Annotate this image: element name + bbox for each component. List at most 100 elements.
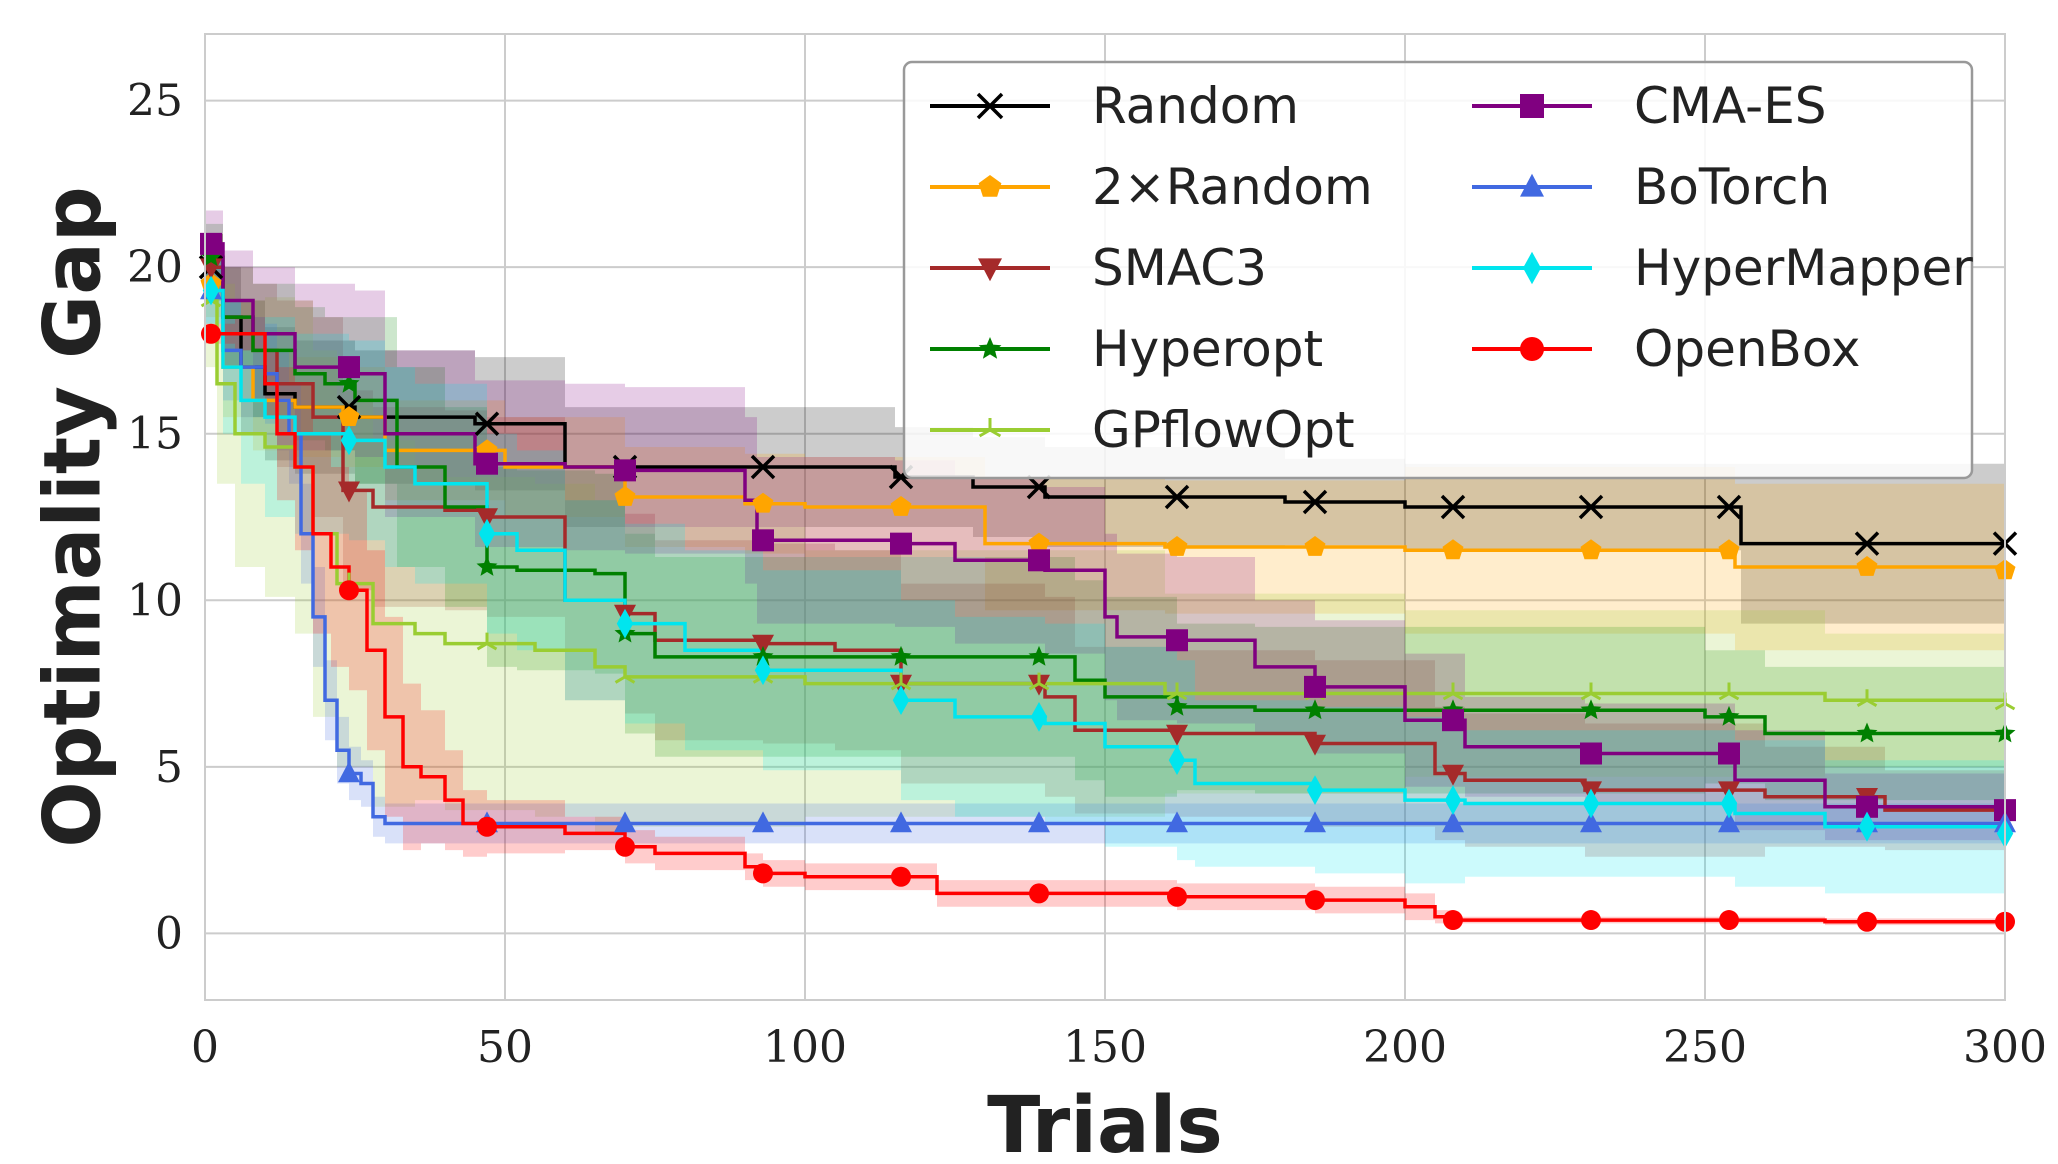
marker-gpflowopt xyxy=(1166,682,1188,701)
marker-botorch xyxy=(1166,811,1188,833)
legend-label: Hyperopt xyxy=(1092,320,1323,378)
x-tick-label: 250 xyxy=(1663,1022,1747,1073)
legend-label: HyperMapper xyxy=(1634,239,1973,297)
marker-hypermapper xyxy=(1444,785,1462,815)
marker-hypermapper xyxy=(478,518,496,549)
legend: Random 2×Random SMAC3 Hyperopt GPflowOpt CMA-… xyxy=(902,60,1974,480)
series-markers xyxy=(198,232,2018,932)
legend-label: 2×Random xyxy=(1092,158,1373,216)
marker-cma-es xyxy=(1442,709,1464,732)
marker-openbox xyxy=(339,580,359,601)
marker-hyperopt xyxy=(1856,722,1878,743)
marker-hyperopt xyxy=(1166,695,1188,716)
marker-cma-es xyxy=(1304,675,1326,698)
x-tick-label: 150 xyxy=(1063,1022,1147,1073)
y-tick-label: 0 xyxy=(155,908,183,959)
marker-openbox xyxy=(1857,911,1877,932)
marker-2-random xyxy=(1856,556,1878,576)
marker-openbox xyxy=(1719,910,1739,931)
band-cma-es xyxy=(205,210,2005,844)
y-tick-label: 5 xyxy=(155,742,183,793)
marker-hyperopt xyxy=(890,645,912,666)
y-tick-label: 20 xyxy=(127,242,183,293)
marker-random xyxy=(1026,474,1052,500)
marker-smac3 xyxy=(476,508,498,530)
marker-random xyxy=(1716,494,1742,520)
band-gpflowopt xyxy=(205,233,2005,834)
band-smac3 xyxy=(205,233,2005,857)
marker-cma-es xyxy=(338,356,360,379)
x-tick-label: 50 xyxy=(477,1022,533,1073)
marker-botorch xyxy=(1028,811,1050,833)
legend-item-openbox: OpenBox xyxy=(1472,320,1861,378)
legend-marker-openbox xyxy=(1520,337,1544,361)
marker-2-random xyxy=(890,496,912,516)
x-tick-label: 0 xyxy=(191,1022,219,1073)
marker-hyperopt xyxy=(1304,699,1326,720)
marker-openbox xyxy=(615,836,635,857)
marker-botorch xyxy=(614,811,636,833)
marker-gpflowopt xyxy=(1718,682,1740,701)
marker-smac3 xyxy=(752,634,774,656)
x-tick-label: 300 xyxy=(1963,1022,2047,1073)
marker-cma-es xyxy=(1718,742,1740,765)
legend-item-hypermapper: HyperMapper xyxy=(1472,239,1973,297)
marker-botorch xyxy=(1304,811,1326,833)
marker-hyperopt xyxy=(1718,705,1740,726)
marker-hypermapper xyxy=(1582,788,1600,819)
marker-hyperopt xyxy=(1028,645,1050,666)
marker-hyperopt xyxy=(476,556,498,576)
marker-random xyxy=(1302,489,1328,515)
legend-item-2-random: 2×Random xyxy=(930,158,1373,216)
legend-label: SMAC3 xyxy=(1092,239,1267,297)
marker-botorch xyxy=(752,811,774,833)
line-gpflowopt xyxy=(205,298,2007,704)
marker-2-random xyxy=(1304,536,1326,556)
marker-botorch xyxy=(1718,811,1740,833)
marker-cma-es xyxy=(614,459,636,482)
marker-smac3 xyxy=(1304,734,1326,756)
marker-hypermapper xyxy=(1168,745,1186,776)
marker-2-random xyxy=(1028,532,1050,553)
marker-openbox xyxy=(1305,890,1325,911)
x-ticks: 0 50 100 150 200 250 300 xyxy=(191,1022,2047,1073)
plot-frame xyxy=(204,33,2006,1001)
legend-marker-hyperopt xyxy=(978,337,1002,359)
legend-label: Random xyxy=(1092,77,1299,135)
legend-item-gpflowopt: GPflowOpt xyxy=(930,401,1355,459)
marker-smac3 xyxy=(1442,764,1464,786)
band-2-random xyxy=(205,250,2005,654)
marker-hypermapper xyxy=(1030,702,1048,732)
legend-item-hyperopt: Hyperopt xyxy=(930,320,1323,378)
marker-hypermapper xyxy=(1858,811,1876,842)
legend-item-random: Random xyxy=(930,77,1299,135)
band-random xyxy=(205,233,2005,624)
marker-random xyxy=(1578,494,1604,520)
marker-random xyxy=(1854,531,1880,556)
marker-botorch xyxy=(1442,811,1464,833)
legend-marker-hypermapper xyxy=(1523,251,1541,285)
line-hyperopt xyxy=(205,255,2005,736)
marker-botorch xyxy=(1580,811,1602,833)
marker-gpflowopt xyxy=(1028,672,1050,691)
line-openbox xyxy=(205,332,2005,924)
marker-smac3 xyxy=(1166,724,1188,746)
marker-hypermapper xyxy=(1720,788,1738,819)
marker-2-random xyxy=(1580,539,1602,560)
marker-cma-es xyxy=(1166,629,1188,652)
legend-marker-cma-es xyxy=(1520,94,1544,118)
marker-hyperopt xyxy=(1580,699,1602,720)
marker-cma-es xyxy=(200,232,222,255)
x-axis-label: Trials xyxy=(987,1081,1223,1164)
legend-item-botorch: BoTorch xyxy=(1472,158,1830,216)
marker-cma-es xyxy=(476,452,498,475)
marker-gpflowopt xyxy=(614,665,636,684)
marker-random xyxy=(1164,484,1190,510)
legend-box xyxy=(902,60,1974,480)
marker-cma-es xyxy=(1028,549,1050,572)
marker-hypermapper xyxy=(616,608,634,639)
marker-cma-es xyxy=(1856,795,1878,818)
marker-hypermapper xyxy=(754,655,772,686)
y-tick-label: 10 xyxy=(127,575,183,626)
